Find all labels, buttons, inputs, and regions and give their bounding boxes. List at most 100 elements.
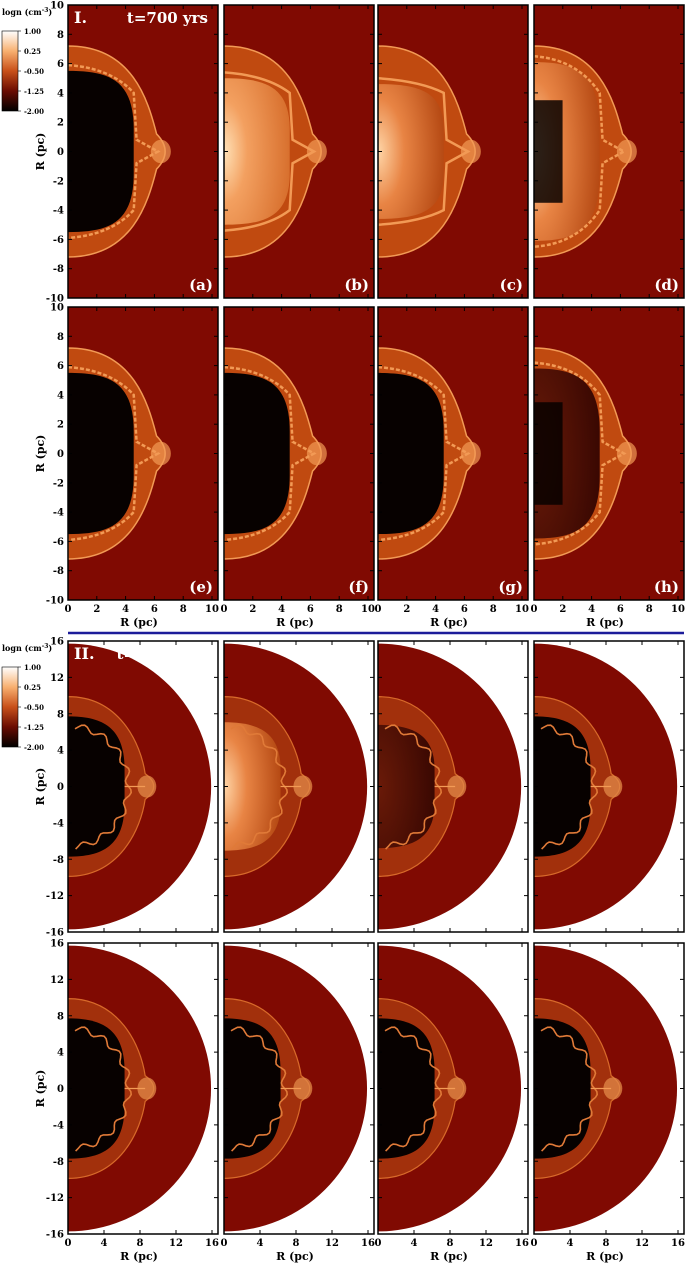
y-tick-label: -4 <box>53 508 64 519</box>
x-tick-label: 0 <box>221 1238 228 1249</box>
x-tick-label: 10 <box>205 604 219 615</box>
panel-a: (a) <box>67 640 219 933</box>
y-tick-label: -4 <box>53 1120 64 1131</box>
inner-cavity <box>224 78 290 225</box>
x-tick-label: 8 <box>490 604 497 615</box>
inner-cavity <box>378 84 444 219</box>
y-tick-label: -12 <box>46 1193 64 1204</box>
x-tick-label: 8 <box>137 1238 144 1249</box>
x-tick-label: 10 <box>361 604 375 615</box>
x-axis-label: R (pc) <box>120 1250 158 1263</box>
inner-cavity <box>378 1018 435 1159</box>
y-tick-label: 0 <box>57 782 64 793</box>
panel-image <box>68 943 218 1234</box>
panel-g: (g) <box>377 306 529 601</box>
y-tick-label: 16 <box>50 637 64 648</box>
y-tick-label: -12 <box>46 891 64 902</box>
y-tick-label: 2 <box>57 118 64 129</box>
x-tick-label: 16 <box>205 1238 219 1249</box>
jet-knob <box>150 139 171 164</box>
jet-knob <box>603 775 623 798</box>
panel-image <box>224 307 374 600</box>
colorbar-title-sup: -3 <box>42 643 49 650</box>
colorbar-tick-label: 0.25 <box>24 47 41 56</box>
y-tick-label: -6 <box>53 235 64 246</box>
x-tick-label: 8 <box>180 604 187 615</box>
panel-tag: (h) <box>654 578 679 596</box>
panel-e: (e) <box>67 306 219 601</box>
colorbar-gradient <box>1 30 19 112</box>
x-tick-label: 12 <box>169 1238 183 1249</box>
panel-image <box>534 307 684 600</box>
inner-cavity <box>378 372 444 535</box>
jet-knob <box>137 775 157 798</box>
x-axis-label: R (pc) <box>276 1250 314 1263</box>
panel-tag: (a) <box>189 910 213 928</box>
x-tick-label: 8 <box>603 1238 610 1249</box>
dark-core <box>534 402 563 505</box>
y-tick-label: 4 <box>57 88 64 99</box>
jet-knob <box>293 775 313 798</box>
section-label: I. <box>74 8 87 27</box>
x-tick-label: 4 <box>411 1238 418 1249</box>
jet-knob <box>137 1077 157 1100</box>
panel-tag: (e) <box>189 578 213 596</box>
y-tick-label: 10 <box>50 303 64 314</box>
y-tick-label: -8 <box>53 1157 64 1168</box>
x-axis-label: R (pc) <box>586 616 624 629</box>
y-tick-label: -10 <box>46 294 64 305</box>
colorbar-title-text: logn (cm <box>2 7 42 17</box>
y-tick-label: 16 <box>50 939 64 950</box>
x-tick-label: 0 <box>221 604 228 615</box>
y-tick-label: 8 <box>57 30 64 41</box>
x-tick-label: 6 <box>461 604 468 615</box>
x-tick-label: 2 <box>249 604 256 615</box>
x-tick-label: 8 <box>336 604 343 615</box>
panel-tag: (g) <box>498 578 523 596</box>
x-tick-label: 0 <box>375 1238 382 1249</box>
panel-image <box>378 943 528 1234</box>
time-label: t=700 yrs <box>127 9 208 27</box>
x-axis-label: R (pc) <box>430 616 468 629</box>
inner-cavity <box>68 1018 125 1159</box>
x-tick-label: 4 <box>101 1238 108 1249</box>
x-tick-label: 8 <box>293 1238 300 1249</box>
y-tick-label: 0 <box>57 1084 64 1095</box>
panel-image <box>224 5 374 298</box>
jet-knob <box>616 139 637 164</box>
y-tick-label: 2 <box>57 420 64 431</box>
jet-knob <box>306 139 327 164</box>
y-tick-label: 6 <box>57 59 64 70</box>
colorbar-tick-label: -2.00 <box>24 107 44 116</box>
colorbar-tick-label: -0.50 <box>24 67 44 76</box>
colorbar-title-close: ) <box>48 643 52 653</box>
panel-d: (d) <box>533 4 685 299</box>
dark-core <box>534 100 563 203</box>
section-2: (a) (b) (c) (d) (e) (f) (g) (h) 16 12 8 4 0 -4 -8 -12 -1… <box>1 637 685 1263</box>
y-tick-label: -2 <box>53 176 64 187</box>
x-tick-label: 12 <box>479 1238 493 1249</box>
y-tick-label: 8 <box>57 332 64 343</box>
x-tick-label: 6 <box>617 604 624 615</box>
jet-knob <box>447 1077 467 1100</box>
panel-tag: (d) <box>654 276 679 294</box>
inner-cavity <box>534 1018 591 1159</box>
panel-image <box>534 943 684 1234</box>
x-tick-label: 10 <box>515 604 529 615</box>
panel-tag: (c) <box>500 910 523 928</box>
panel-image <box>534 641 684 932</box>
jet-knob <box>460 139 481 164</box>
x-tick-label: 8 <box>447 1238 454 1249</box>
x-tick-label: 8 <box>646 604 653 615</box>
y-axis-label: R (pc) <box>34 1070 47 1108</box>
panel-tag: (d) <box>654 910 679 928</box>
panel-image <box>378 307 528 600</box>
panel-h: (h) <box>533 306 685 601</box>
panel-tag: (b) <box>344 910 369 928</box>
x-tick-label: 4 <box>257 1238 264 1249</box>
inner-cavity <box>68 70 134 233</box>
x-axis-label: R (pc) <box>586 1250 624 1263</box>
x-tick-label: 6 <box>307 604 314 615</box>
x-tick-label: 6 <box>151 604 158 615</box>
